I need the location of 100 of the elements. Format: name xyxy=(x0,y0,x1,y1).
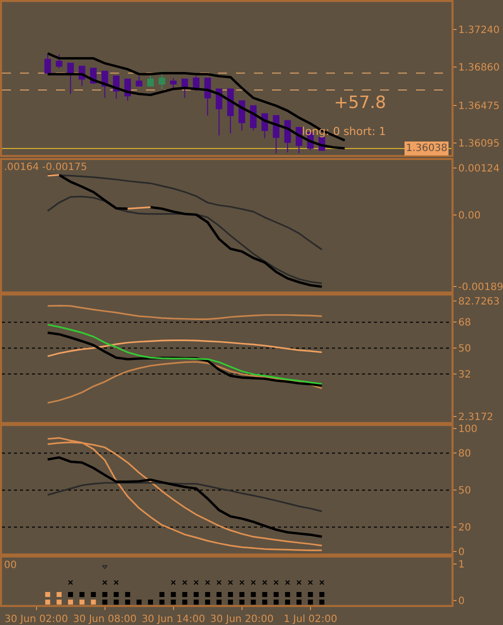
y-tick-label: 2.3172 xyxy=(458,412,494,424)
line-series xyxy=(46,482,323,512)
point xyxy=(308,600,313,605)
point xyxy=(216,580,222,586)
y-tick-label: 50 xyxy=(458,486,472,497)
point xyxy=(45,592,50,597)
candlestick xyxy=(44,54,51,74)
y-tick-label: 68 xyxy=(458,318,472,329)
y-tick-label: 0 xyxy=(458,596,465,607)
point xyxy=(90,592,96,597)
candlestick xyxy=(56,54,62,69)
x-tick-label: 30 Jun 02:00 xyxy=(4,614,68,625)
point xyxy=(216,600,222,605)
annotation: 00 xyxy=(4,560,17,571)
point xyxy=(125,600,130,605)
point xyxy=(285,600,290,605)
candlestick xyxy=(136,76,142,87)
point xyxy=(194,592,199,597)
candlestick xyxy=(227,88,234,134)
point xyxy=(194,600,199,605)
y-tick-label: 80 xyxy=(458,448,472,460)
point xyxy=(102,565,108,570)
y-tick-label: 100 xyxy=(458,424,478,436)
point xyxy=(182,580,188,586)
point xyxy=(274,592,279,597)
point xyxy=(228,580,233,586)
point xyxy=(262,592,268,597)
line-series xyxy=(46,304,323,320)
point xyxy=(102,600,108,605)
line-series xyxy=(46,340,323,358)
point xyxy=(148,600,153,605)
point xyxy=(170,592,176,597)
line-series xyxy=(46,196,323,284)
x-tick-label: 30 Jun 08:00 xyxy=(73,614,137,625)
point xyxy=(319,580,324,586)
point xyxy=(45,600,50,605)
ref-line-label: 1.36038 xyxy=(406,143,448,154)
point xyxy=(159,600,164,605)
y-tick-label: 20 xyxy=(458,522,472,534)
y-tick-label: 0.00124 xyxy=(458,164,500,175)
annotation: .00164 -0.00175 xyxy=(4,162,88,173)
point xyxy=(250,600,256,605)
point xyxy=(170,600,176,605)
line-series xyxy=(46,324,323,385)
point xyxy=(170,580,176,586)
y-tick-label: 1.36475 xyxy=(458,100,500,112)
point xyxy=(239,580,244,586)
y-tick-label: 1.36095 xyxy=(458,138,500,150)
point xyxy=(296,600,302,605)
point xyxy=(239,592,244,597)
y-tick-label: 1.36860 xyxy=(458,62,500,74)
point xyxy=(205,592,210,597)
point xyxy=(68,580,74,586)
candlestick xyxy=(170,78,177,90)
point xyxy=(250,580,256,586)
point xyxy=(285,592,290,597)
x-tick-label: 30 Jun 20:00 xyxy=(210,614,274,625)
candlestick xyxy=(284,120,291,153)
point xyxy=(68,600,74,605)
point xyxy=(125,592,130,597)
point xyxy=(239,600,244,605)
y-tick-label: 82.7263 xyxy=(458,296,500,308)
annotation: +57.8 xyxy=(334,93,386,113)
point xyxy=(296,580,302,586)
point xyxy=(274,600,279,605)
point xyxy=(182,592,188,597)
point xyxy=(90,600,96,605)
candlestick xyxy=(158,70,166,90)
point xyxy=(308,580,313,586)
candlestick xyxy=(147,74,154,87)
point xyxy=(79,592,84,597)
y-tick-label: 50 xyxy=(458,344,472,355)
point xyxy=(216,592,222,597)
point xyxy=(114,580,119,586)
x-tick-label: 1 Jul 02:00 xyxy=(284,614,338,625)
point xyxy=(102,592,108,597)
point xyxy=(228,592,233,597)
candlestick xyxy=(67,62,74,94)
point xyxy=(68,592,74,597)
point xyxy=(228,600,233,605)
point xyxy=(262,600,268,605)
y-tick-label: 0 xyxy=(458,547,465,558)
point xyxy=(79,600,84,605)
point xyxy=(308,592,313,597)
point xyxy=(274,580,279,586)
y-tick-label: 1 xyxy=(458,560,465,571)
point xyxy=(285,580,290,586)
point xyxy=(319,600,324,605)
point xyxy=(319,592,324,597)
line-series xyxy=(46,361,323,404)
point xyxy=(56,592,62,597)
point xyxy=(205,600,210,605)
point xyxy=(114,600,119,605)
point xyxy=(205,580,210,586)
point xyxy=(159,592,164,597)
point xyxy=(102,580,108,586)
point xyxy=(296,592,302,597)
y-tick-label: 0.00 xyxy=(458,210,481,222)
x-tick-label: 30 Jun 14:00 xyxy=(142,614,206,625)
point xyxy=(136,600,142,605)
